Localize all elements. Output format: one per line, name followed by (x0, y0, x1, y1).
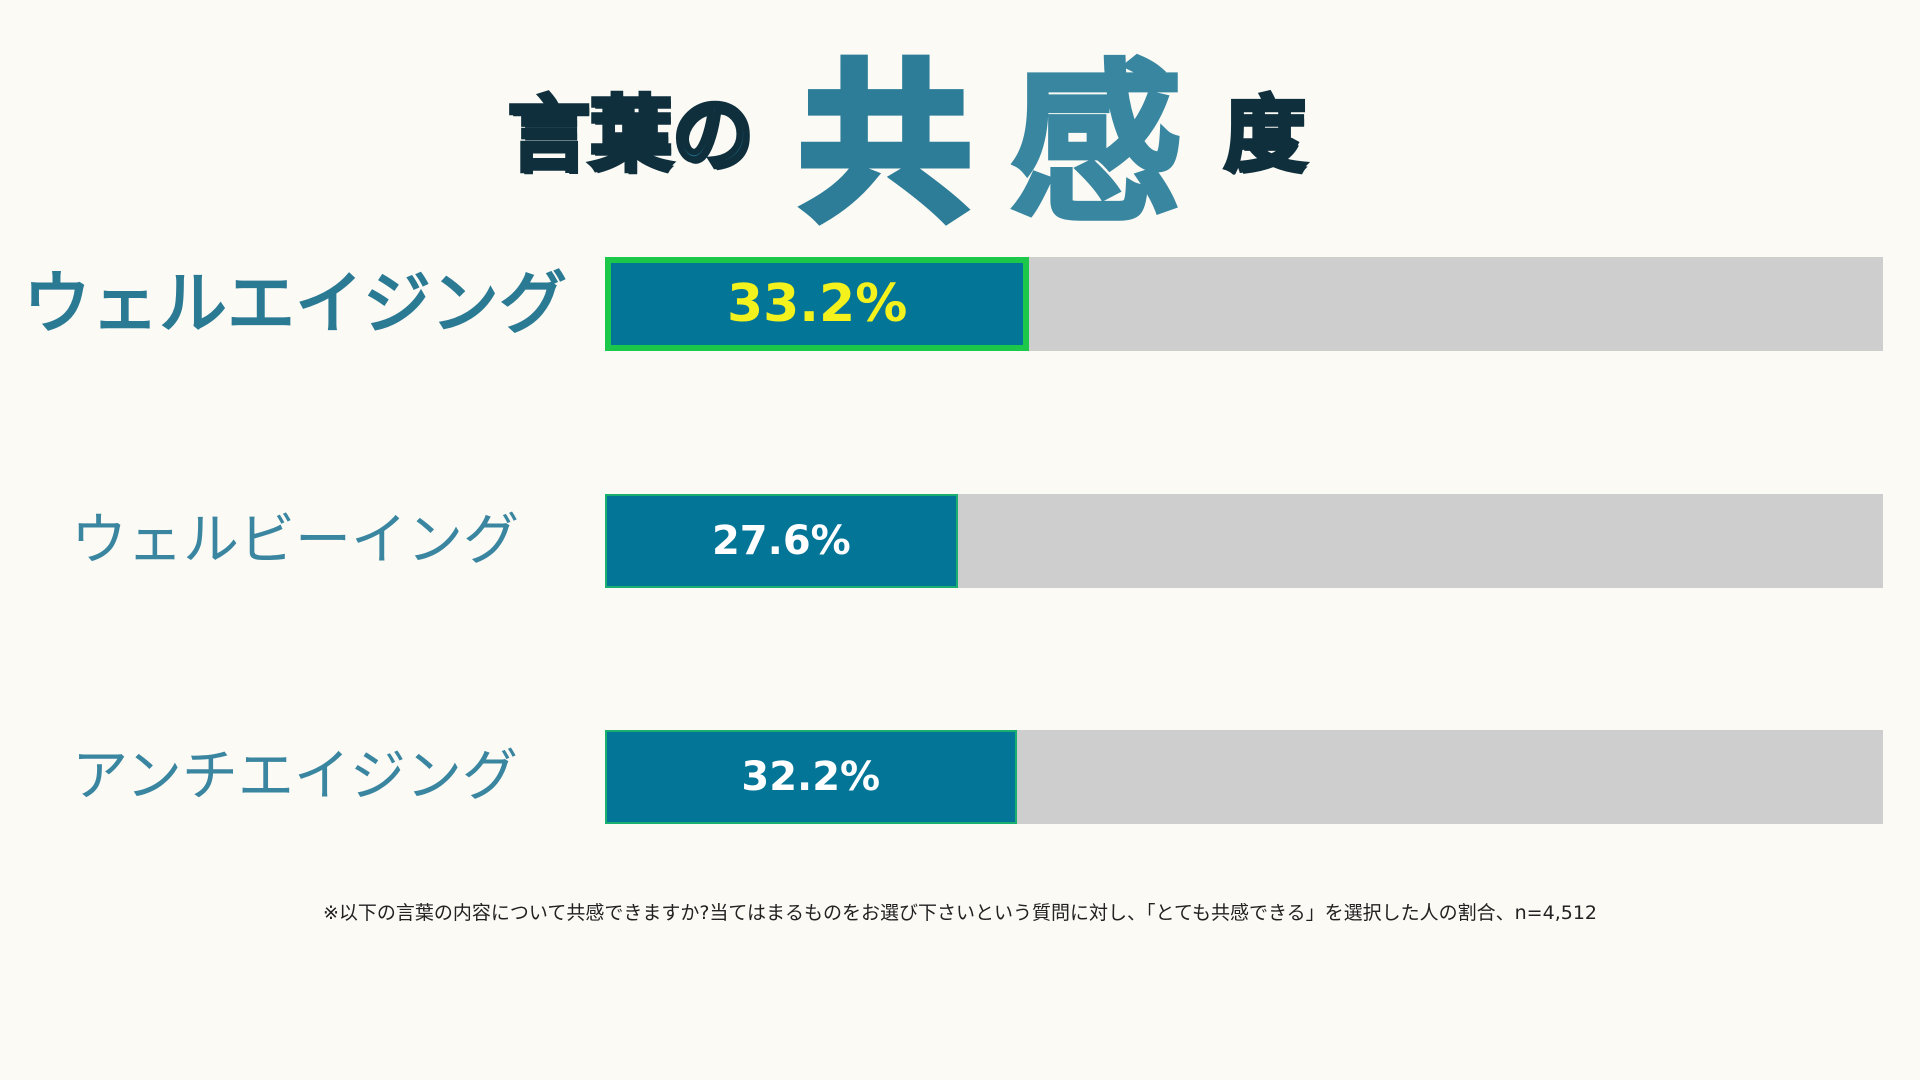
bar-value-label: 32.2% (741, 754, 881, 800)
bar-value-label: 33.2% (726, 274, 908, 334)
bar-track: 33.2% (605, 257, 1883, 351)
category-label: アンチエイジング (72, 744, 518, 809)
title-part-kotoba-no: 言葉の (506, 85, 756, 185)
title-part-kyo: 共 (795, 40, 974, 249)
chart-title: 言葉の 共 感 度 (0, 0, 1920, 249)
bar: 27.6% (605, 494, 958, 588)
bar-value-label: 27.6% (711, 518, 851, 564)
bar: 32.2% (605, 730, 1017, 824)
category-label: ウェルビーイング (71, 508, 519, 573)
category-label: ウェルエイジング (22, 264, 567, 344)
title-part-kan: 感 (1008, 40, 1184, 247)
footnote: ※以下の言葉の内容について共感できますか?当てはまるものをお選び下さいという質問… (322, 902, 1597, 924)
title-part-do: 度 (1222, 85, 1308, 185)
bar: 33.2% (605, 257, 1030, 351)
bar-track: 27.6% (605, 494, 1883, 588)
bar-track: 32.2% (605, 730, 1883, 824)
